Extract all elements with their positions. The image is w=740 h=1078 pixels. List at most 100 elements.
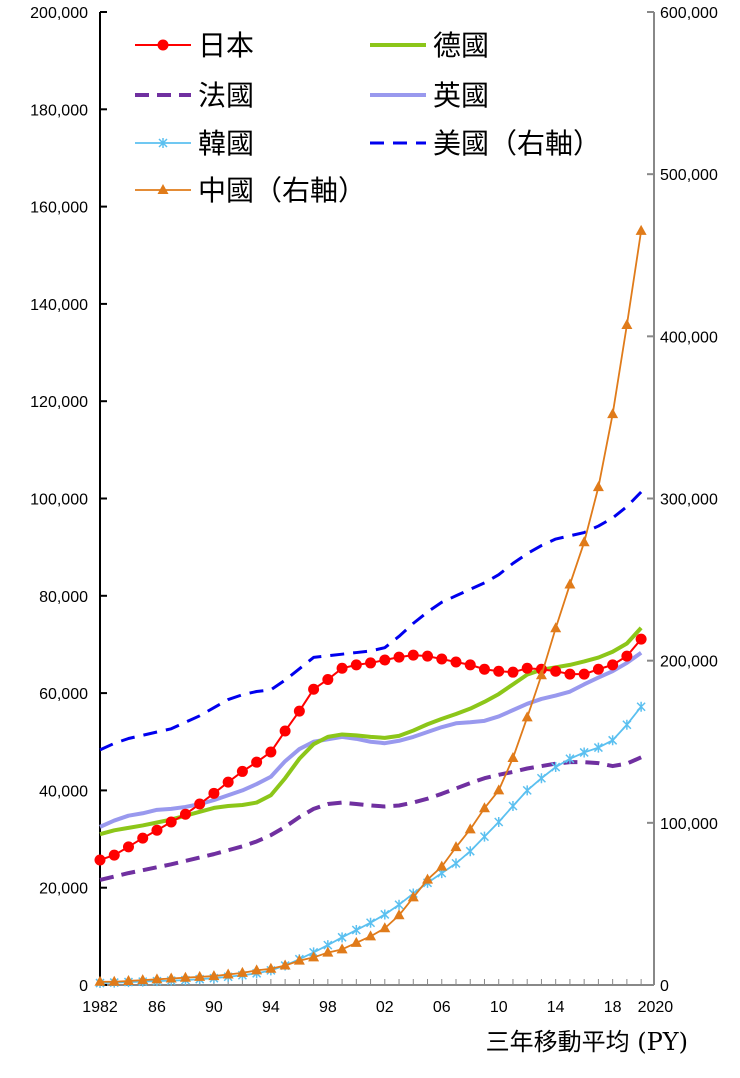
legend-item: 德國 — [370, 29, 489, 62]
data-point-star — [158, 138, 168, 148]
data-point-circle — [422, 650, 434, 662]
left-tick-label: 100,000 — [30, 492, 88, 509]
right-tick-label: 300,000 — [660, 492, 718, 509]
data-point-triangle — [635, 224, 647, 235]
data-point-circle — [550, 665, 562, 677]
data-point-circle — [564, 668, 576, 680]
data-point-circle — [478, 663, 490, 675]
right-tick-label: 600,000 — [660, 5, 718, 22]
legend-item: 日本 — [135, 29, 254, 62]
data-point-star — [622, 719, 632, 730]
data-point-triangle — [478, 802, 490, 813]
data-point-star — [380, 909, 390, 920]
data-point-triangle — [165, 972, 177, 983]
series-line — [99, 755, 642, 882]
data-point-star — [565, 753, 575, 764]
left-tick-label: 180,000 — [30, 102, 88, 119]
data-point-triangle — [379, 922, 391, 933]
data-point-star — [593, 742, 603, 753]
legend-label: 韓國 — [198, 127, 254, 160]
data-point-triangle — [422, 873, 434, 884]
series-2 — [99, 755, 642, 882]
data-point-circle — [592, 663, 604, 675]
data-point-triangle — [137, 974, 149, 985]
legend-item: 韓國 — [135, 127, 254, 160]
data-point-star — [608, 735, 618, 746]
data-point-triangle — [592, 481, 604, 492]
data-point-circle — [507, 666, 519, 678]
data-point-circle — [635, 633, 647, 645]
series-3 — [99, 651, 643, 829]
left-tick-label: 80,000 — [39, 589, 88, 606]
data-point-circle — [621, 650, 633, 662]
data-point-triangle — [464, 823, 476, 834]
left-tick-label: 200,000 — [30, 5, 88, 22]
legend-item: 美國（右軸） — [370, 127, 601, 160]
data-point-triangle — [450, 841, 462, 852]
x-tick-label: 98 — [319, 999, 337, 1016]
right-tick-label: 200,000 — [660, 654, 718, 671]
left-tick-label: 120,000 — [30, 394, 88, 411]
data-point-triangle — [393, 909, 405, 920]
data-point-circle — [336, 662, 348, 674]
series-line — [99, 706, 642, 984]
data-point-triangle — [365, 930, 377, 941]
series-5 — [99, 490, 643, 752]
data-point-circle — [194, 798, 206, 810]
series-4 — [95, 701, 646, 989]
data-point-circle — [293, 705, 305, 717]
x-tick-label: 90 — [205, 999, 223, 1016]
data-point-circle — [137, 832, 149, 844]
data-point-circle — [322, 673, 334, 685]
data-point-triangle — [94, 975, 106, 986]
legend-label: 英國 — [433, 79, 489, 112]
data-point-star — [551, 762, 561, 773]
left-tick-label: 20,000 — [39, 881, 88, 898]
data-point-circle — [436, 653, 448, 665]
data-point-star — [351, 925, 361, 936]
data-point-circle — [379, 654, 391, 666]
legend-item: 英國 — [370, 79, 489, 112]
data-point-star — [465, 846, 475, 857]
data-point-star — [536, 773, 546, 784]
series-line — [99, 490, 643, 752]
data-point-circle — [94, 854, 106, 866]
data-point-circle — [578, 668, 590, 680]
data-point-triangle — [550, 622, 562, 633]
right-tick-label: 400,000 — [660, 329, 718, 346]
x-axis-label: 三年移動平均 (PY) — [486, 1028, 688, 1056]
left-tick-label: 40,000 — [39, 783, 88, 800]
x-tick-label: 1982 — [82, 999, 118, 1016]
data-point-circle — [165, 816, 177, 828]
data-point-circle — [308, 683, 320, 695]
data-point-triangle — [507, 751, 519, 762]
data-point-triangle — [157, 184, 169, 194]
data-point-triangle — [407, 891, 419, 902]
series-6 — [94, 224, 647, 986]
left-tick-label: 60,000 — [39, 686, 88, 703]
data-point-triangle — [194, 970, 206, 981]
data-point-circle — [236, 765, 248, 777]
left-tick-label: 160,000 — [30, 200, 88, 217]
data-point-star — [636, 701, 646, 712]
data-point-star — [394, 899, 404, 910]
x-tick-label: 2020 — [638, 999, 674, 1016]
data-point-circle — [157, 39, 169, 51]
data-point-circle — [151, 824, 163, 836]
right-tick-label: 0 — [660, 978, 669, 995]
data-point-circle — [208, 787, 220, 799]
series-line — [100, 230, 643, 983]
x-tick-label: 14 — [547, 999, 565, 1016]
data-point-triangle — [122, 974, 134, 985]
data-point-circle — [251, 756, 263, 768]
data-point-triangle — [535, 669, 547, 680]
data-point-star — [508, 800, 518, 811]
legend-label: 法國 — [198, 79, 254, 112]
data-point-triangle — [350, 936, 362, 947]
data-point-triangle — [621, 318, 633, 329]
data-point-triangle — [279, 959, 291, 970]
x-tick-label: 06 — [433, 999, 451, 1016]
data-point-circle — [108, 849, 120, 861]
data-point-triangle — [251, 964, 263, 975]
